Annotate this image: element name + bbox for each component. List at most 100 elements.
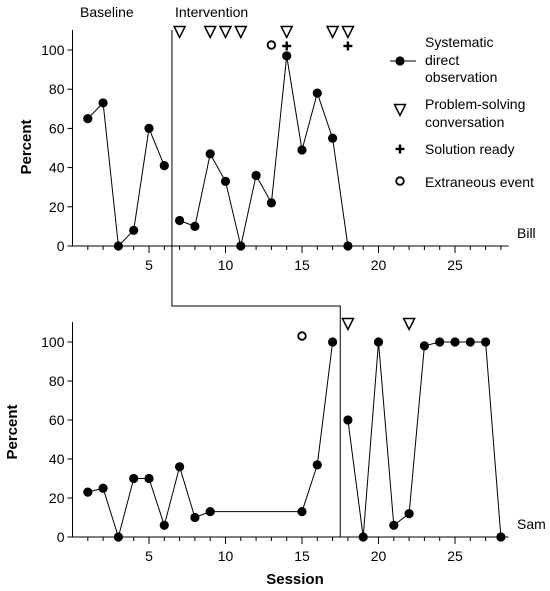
problem-solving-marker <box>172 25 187 40</box>
intervention-point <box>373 337 384 347</box>
y-tick-label: 20 <box>49 490 65 506</box>
y-tick-label: 20 <box>49 199 65 215</box>
chart-panel-bill: 0 20 40 60 80 100 5 10 15 20 25 <box>41 25 509 273</box>
legend-label: Systematic <box>425 34 493 50</box>
phase-change-line <box>171 30 341 537</box>
extraneous-event-marker <box>266 40 277 50</box>
intervention-point <box>190 221 200 231</box>
legend-label: Extraneous event <box>425 174 534 190</box>
baseline-line <box>87 341 334 539</box>
intervention-line <box>179 55 349 247</box>
x-tick-label: 5 <box>145 257 153 273</box>
baseline-point <box>175 462 185 472</box>
y-tick-label: 0 <box>57 238 65 254</box>
x-tick-label: 15 <box>294 257 310 273</box>
legend-label: observation <box>425 69 497 85</box>
x-tick-label: 15 <box>294 548 310 564</box>
problem-solving-marker <box>218 25 233 40</box>
baseline-point <box>159 161 169 171</box>
intervention-point <box>358 532 368 542</box>
x-tick-label: 20 <box>371 257 387 273</box>
y-tick-label: 100 <box>41 334 65 350</box>
x-tick-label: 20 <box>371 548 387 564</box>
baseline-point <box>190 512 200 523</box>
baseline-point <box>312 460 322 470</box>
intervention-point <box>419 341 429 351</box>
phase-label-intervention: Intervention <box>175 4 248 20</box>
solution-ready-marker <box>343 41 353 51</box>
baseline-point <box>328 337 338 347</box>
y-tick-label: 0 <box>57 529 65 545</box>
subject-label-bill: Bill <box>517 225 536 241</box>
baseline-point <box>159 520 169 530</box>
intervention-point <box>343 415 353 425</box>
baseline-point <box>297 507 307 517</box>
legend-triangle <box>393 103 407 118</box>
problem-solving-marker <box>325 25 340 40</box>
intervention-point <box>205 149 215 159</box>
problem-solving-marker <box>341 25 355 40</box>
baseline-point <box>98 98 108 108</box>
y-tick-label: 80 <box>49 81 65 97</box>
intervention-point <box>343 241 353 251</box>
x-tick-label: 25 <box>447 548 463 564</box>
baseline-point <box>144 473 154 484</box>
baseline-point <box>205 507 215 517</box>
phase-label-baseline: Baseline <box>80 4 134 20</box>
legend-open-circle <box>395 176 405 186</box>
intervention-point <box>404 508 414 519</box>
extraneous-event-marker <box>297 331 307 341</box>
x-tick-label: 25 <box>447 257 463 273</box>
baseline-point <box>83 487 93 497</box>
intervention-point <box>312 88 322 98</box>
legend-label: direct <box>425 52 459 68</box>
problem-solving-marker <box>234 25 248 40</box>
legend-dot <box>395 56 405 66</box>
intervention-point <box>328 133 338 143</box>
intervention-point <box>481 337 491 347</box>
baseline-point <box>144 123 154 133</box>
x-tick-label: 10 <box>218 257 234 273</box>
problem-solving-marker <box>402 317 416 332</box>
intervention-point <box>175 215 185 226</box>
subject-label-sam: Sam <box>517 516 546 532</box>
intervention-point <box>236 241 246 251</box>
intervention-line <box>347 341 502 538</box>
legend-label: Solution ready <box>425 141 515 157</box>
intervention-point <box>220 176 231 186</box>
legend-item: Solution ready <box>395 141 515 157</box>
baseline-point <box>113 532 123 542</box>
y-tick-label: 100 <box>41 42 65 58</box>
x-axis-title: Session <box>266 571 324 588</box>
baseline-point <box>129 225 139 235</box>
baseline-point <box>83 114 93 124</box>
y-tick-label: 60 <box>49 120 65 136</box>
legend-plus <box>395 144 405 154</box>
x-tick-label: 10 <box>218 548 234 564</box>
intervention-point <box>465 337 475 347</box>
y-tick-label: 60 <box>49 412 65 428</box>
baseline-point <box>98 483 108 493</box>
problem-solving-marker <box>279 25 294 40</box>
baseline-point <box>129 473 139 484</box>
baseline-line <box>87 101 165 248</box>
intervention-point <box>435 337 445 347</box>
intervention-point <box>251 170 261 181</box>
intervention-point <box>282 51 292 61</box>
y-tick-label: 40 <box>49 160 65 176</box>
intervention-point <box>266 198 276 208</box>
problem-solving-marker <box>203 25 217 40</box>
legend-item: Extraneous event <box>395 174 534 190</box>
problem-solving-marker <box>341 317 355 332</box>
intervention-point <box>496 532 506 542</box>
y-tick-label: 40 <box>49 451 65 467</box>
y-axis-title-top: Percent <box>18 119 35 174</box>
y-axis-title-bottom: Percent <box>4 404 21 459</box>
baseline-point <box>113 241 123 251</box>
solution-ready-marker <box>282 41 292 51</box>
intervention-point <box>450 337 460 347</box>
x-tick-label: 5 <box>145 548 153 564</box>
